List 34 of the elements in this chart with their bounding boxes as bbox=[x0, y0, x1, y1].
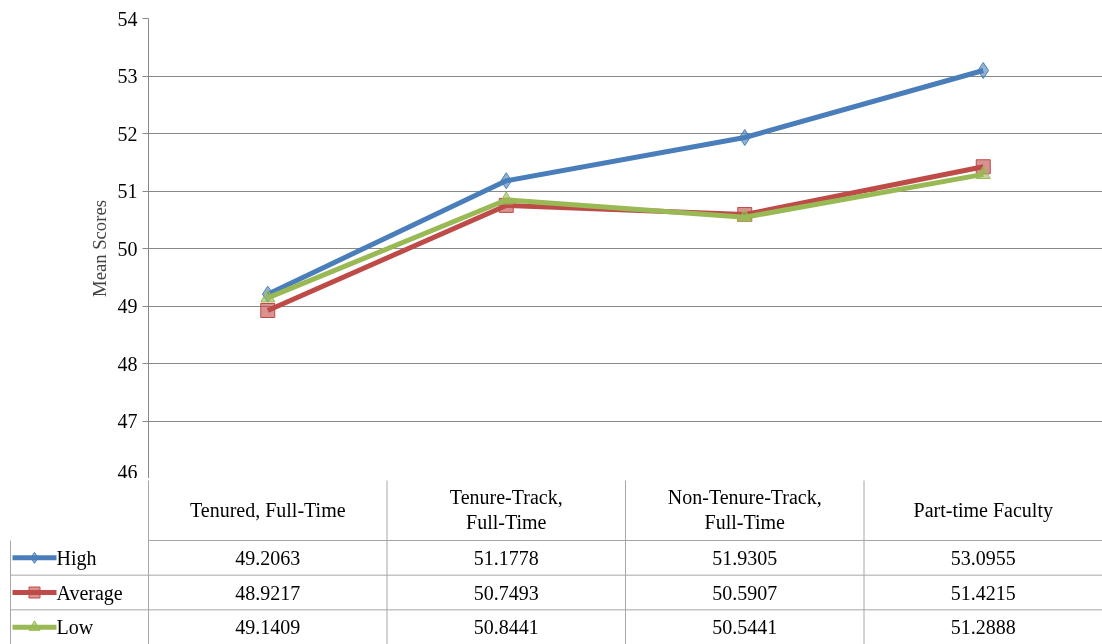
y-axis-title: Mean Scores bbox=[88, 200, 110, 297]
point bbox=[738, 129, 751, 146]
x-tick-label: Part-time Faculty bbox=[913, 498, 1053, 522]
y-tick-label: 48 bbox=[117, 352, 138, 375]
data-label: 51.9305 bbox=[712, 546, 778, 569]
data-label: 53.0955 bbox=[950, 546, 1016, 569]
y-tick-label: 46 bbox=[117, 460, 138, 483]
point bbox=[260, 303, 276, 318]
data-label: 50.8441 bbox=[473, 616, 539, 639]
point bbox=[260, 289, 276, 303]
data-label: 48.9217 bbox=[235, 581, 301, 604]
data-label: 49.1409 bbox=[235, 616, 301, 639]
y-tick-label: 51 bbox=[117, 180, 138, 202]
legend-label: High bbox=[56, 546, 97, 570]
y-tick-label: 47 bbox=[117, 410, 138, 432]
legend-label: Low bbox=[56, 616, 94, 639]
y-tick-label: 53 bbox=[117, 65, 138, 87]
x-tick-label: Tenured, Full-Time bbox=[189, 498, 346, 521]
y-tick-label: 49 bbox=[117, 295, 138, 317]
x-tick-label: Tenure-Track, Full-Time bbox=[449, 486, 563, 533]
legend-label: Average bbox=[56, 581, 123, 605]
point bbox=[977, 62, 990, 80]
y-tick-label: 54 bbox=[117, 7, 138, 30]
data-label: 51.2888 bbox=[950, 616, 1016, 639]
y-tick-label: 50 bbox=[117, 237, 138, 260]
data-label: 51.4215 bbox=[950, 581, 1016, 604]
data-label: 50.5441 bbox=[712, 616, 778, 639]
data-label: 50.7493 bbox=[473, 581, 539, 604]
y-tick-label: 52 bbox=[117, 122, 138, 145]
data-label: 49.2063 bbox=[235, 546, 301, 569]
x-tick-label: Non-Tenure-Track, Full-Time bbox=[667, 486, 822, 533]
point bbox=[500, 172, 513, 190]
data-label: 50.5907 bbox=[712, 581, 778, 604]
data-label: 51.1778 bbox=[473, 546, 539, 569]
